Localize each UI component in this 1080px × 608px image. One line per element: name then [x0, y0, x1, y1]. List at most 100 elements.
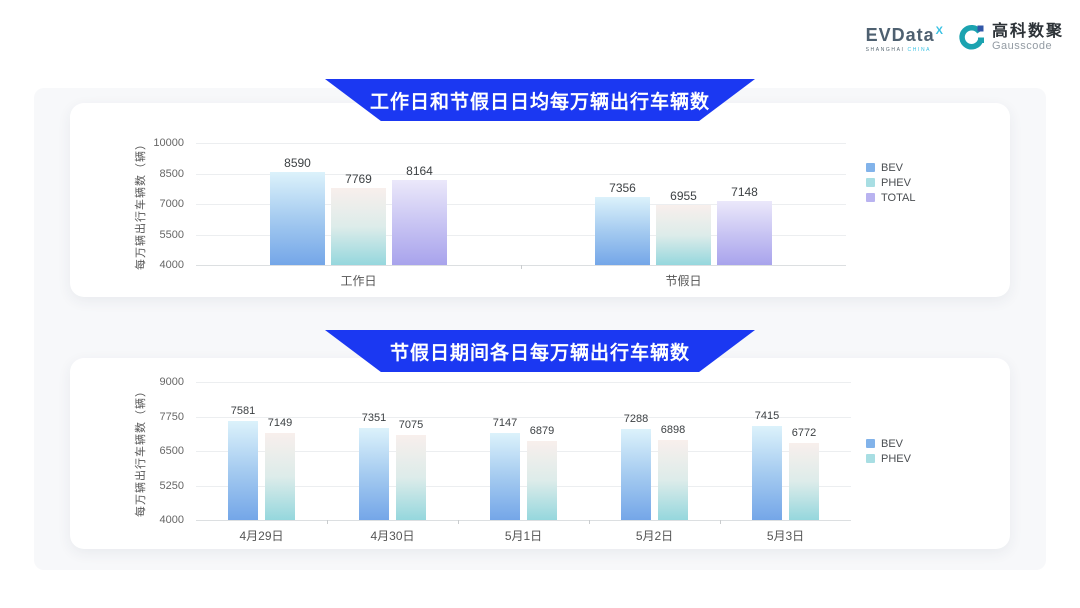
bar-value-label: 7356 — [609, 180, 636, 195]
evdata-wordmark: EVDataX — [866, 22, 944, 44]
bar-value-label: 7075 — [398, 419, 424, 432]
legend-item: PHEV — [866, 175, 915, 190]
chart1-title: 工作日和节假日日均每万辆出行车辆数 — [369, 91, 710, 113]
gausscode-text: 高科数聚 Gausscode — [992, 23, 1064, 52]
y-tick-label: 9000 — [159, 376, 184, 388]
evdata-text: EVData — [865, 25, 935, 45]
bar-phev — [658, 440, 688, 520]
chart2-title-banner: 节假日期间各日每万辆出行车辆数 — [325, 330, 755, 372]
bar-phev — [396, 435, 426, 520]
brand-logo-row: EVDataX SHANGHAI CHINA 高科数聚 Gausscode — [866, 22, 1064, 53]
x-category-label: 4月29日 — [239, 529, 284, 543]
y-tick-label: 10000 — [153, 137, 184, 149]
y-tick-label: 4000 — [159, 259, 184, 271]
evdata-logo: EVDataX SHANGHAI CHINA — [866, 22, 944, 53]
bar-total — [392, 180, 447, 265]
bar-value-label: 6955 — [670, 188, 697, 203]
chart1-card: 4000 5500 7000 8500 10000 每万辆出行车辆数（辆） 工作日 节假日 85… — [70, 103, 1010, 297]
bar-value-label: 8164 — [406, 164, 433, 179]
gausscode-icon — [959, 25, 984, 50]
gridline — [196, 382, 851, 383]
legend-label: TOTAL — [881, 191, 916, 204]
gridline — [196, 173, 846, 175]
bar-phev — [527, 440, 557, 520]
legend-swatch — [866, 163, 875, 172]
bar-value-label: 7147 — [492, 417, 518, 430]
x-axis-tick — [458, 520, 459, 524]
bar-bev — [270, 171, 325, 265]
y-tick-label: 8500 — [159, 167, 184, 180]
x-category-label: 节假日 — [665, 274, 702, 288]
x-category-label: 工作日 — [340, 274, 377, 288]
gridline — [196, 416, 851, 418]
bar-phev — [265, 433, 295, 520]
chart2-title: 节假日期间各日每万辆出行车辆数 — [389, 342, 690, 364]
x-axis-tick — [327, 520, 328, 524]
y-tick-label: 5250 — [159, 479, 184, 492]
bar-bev — [621, 429, 651, 520]
legend-item: PHEV — [866, 451, 911, 466]
bar-total — [717, 200, 772, 265]
bar-phev — [789, 443, 819, 520]
gridline — [196, 451, 851, 452]
y-tick-label: 7750 — [159, 410, 184, 423]
bar-value-label: 7288 — [623, 413, 649, 426]
x-category-label: 5月1日 — [504, 529, 543, 543]
y-tick-label: 4000 — [159, 514, 184, 526]
bar-bev — [490, 433, 520, 520]
legend-swatch — [866, 439, 875, 448]
y-tick-label: 5500 — [159, 228, 184, 241]
y-axis-name: 每万辆出行车辆数（辆） — [135, 385, 147, 517]
bar-value-label: 6898 — [660, 424, 686, 436]
gausscode-logo: 高科数聚 Gausscode — [958, 23, 1064, 52]
bar-value-label: 7581 — [230, 405, 256, 418]
legend-label: PHEV — [881, 176, 911, 189]
x-axis-tick — [720, 520, 721, 524]
bar-value-label: 7769 — [345, 172, 372, 187]
legend-swatch — [866, 178, 875, 187]
bar-phev — [331, 188, 386, 265]
bar-bev — [595, 196, 650, 265]
legend-item: BEV — [866, 160, 915, 175]
gridline — [196, 485, 851, 487]
x-category-label: 4月30日 — [370, 529, 415, 543]
legend-swatch — [866, 193, 875, 202]
gausscode-name-cn: 高科数聚 — [991, 23, 1064, 40]
legend-item: BEV — [866, 436, 911, 451]
chart1-bar-chart: 4000 5500 7000 8500 10000 每万辆出行车辆数（辆） 工作日 节假日 85… — [70, 103, 1010, 297]
bar-value-label: 6772 — [791, 427, 817, 440]
legend-label: BEV — [881, 437, 904, 450]
x-axis-tick — [521, 265, 522, 269]
chart-legend: BEV PHEV — [866, 436, 911, 466]
gridline — [196, 234, 846, 236]
chart1-title-banner: 工作日和节假日日均每万辆出行车辆数 — [325, 79, 755, 121]
gridline — [196, 143, 846, 144]
y-tick-label: 7000 — [159, 198, 184, 210]
bar-bev — [228, 421, 258, 520]
evdata-x-mark: X — [935, 25, 944, 37]
bar-value-label: 7149 — [267, 417, 293, 430]
x-category-label: 5月2日 — [635, 529, 674, 543]
bar-phev — [656, 204, 711, 265]
bar-value-label: 8590 — [284, 155, 311, 170]
legend-label: BEV — [881, 161, 904, 174]
y-tick-label: 6500 — [159, 445, 184, 457]
bar-value-label: 6879 — [529, 424, 555, 437]
bar-value-label: 7415 — [754, 409, 780, 422]
legend-label: PHEV — [881, 452, 911, 465]
x-axis-tick — [589, 520, 590, 524]
legend-item: TOTAL — [866, 190, 915, 205]
gridline — [196, 204, 846, 205]
legend-swatch — [866, 454, 875, 463]
y-axis-name: 每万辆出行车辆数（辆） — [135, 138, 147, 270]
chart-legend: BEV PHEV TOTAL — [866, 160, 915, 205]
evdata-tagline: SHANGHAI CHINA — [865, 47, 932, 53]
gausscode-name-en: Gausscode — [991, 40, 1053, 52]
bar-value-label: 7351 — [361, 411, 387, 424]
x-category-label: 5月3日 — [766, 529, 805, 543]
x-axis-line — [196, 520, 851, 521]
bar-bev — [752, 425, 782, 520]
chart2-card: 4000 5250 6500 7750 9000 每万辆出行车辆数（辆） 4月29日 4月30… — [70, 358, 1010, 549]
bar-value-label: 7148 — [731, 184, 758, 199]
